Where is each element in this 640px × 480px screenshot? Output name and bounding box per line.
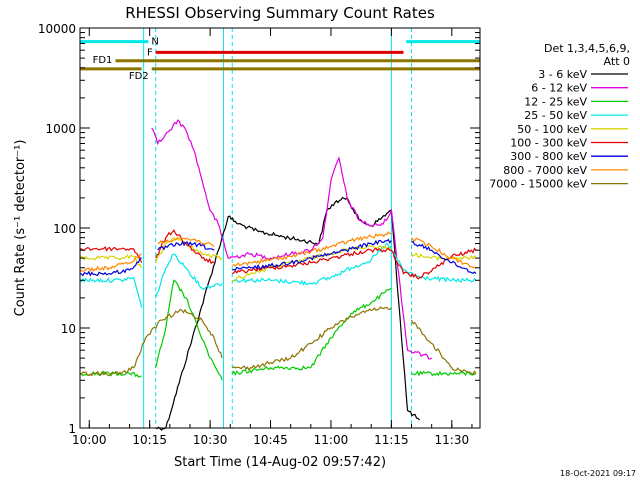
series-line-2 <box>79 279 477 381</box>
x-axis-label: Start Time (14-Aug-02 09:57:42) <box>174 455 386 470</box>
footer-date: 18-Oct-2021 09:17 <box>560 469 636 478</box>
legend-label-3: 25 - 50 keV <box>524 109 587 122</box>
series-line-3 <box>79 242 477 308</box>
y-tick-label-3: 1000 <box>45 122 76 136</box>
y-axis-label: Count Rate (s⁻¹ detector⁻¹) <box>13 140 28 317</box>
chart-title: RHESSI Observing Summary Count Rates <box>125 4 435 22</box>
x-tick-label-1: 10:15 <box>132 433 167 447</box>
y-tick-label-4: 10000 <box>38 22 76 36</box>
y-axis-ticks: 1 10 100 1000 10000 <box>38 22 480 436</box>
series-line-0 <box>155 196 421 431</box>
x-axis-ticks: 10:00 10:15 10:30 10:45 11:00 11:15 11:30 <box>72 28 473 447</box>
y-tick-label-1: 10 <box>61 322 76 336</box>
x-tick-label-2: 10:30 <box>193 433 228 447</box>
series-line-1 <box>151 119 432 360</box>
plot-area <box>79 28 477 431</box>
flag-label-3: FD2 <box>129 71 149 82</box>
x-tick-label-4: 11:00 <box>314 433 349 447</box>
legend-label-4: 50 - 100 keV <box>517 123 587 136</box>
x-tick-label-5: 11:15 <box>374 433 409 447</box>
series-line-8 <box>79 306 477 377</box>
flag-label-1: F <box>147 47 153 58</box>
x-tick-label-3: 10:45 <box>253 433 288 447</box>
x-tick-label-6: 11:30 <box>435 433 470 447</box>
legend-label-8: 7000 - 15000 keV <box>489 178 587 191</box>
x-tick-label-0: 10:00 <box>72 433 107 447</box>
flag-label-2: FD1 <box>93 55 113 66</box>
flag-label-0: N <box>151 37 158 48</box>
legend-label-1: 6 - 12 keV <box>531 82 587 95</box>
series-line-7 <box>79 231 477 273</box>
series-line-6 <box>79 238 477 277</box>
legend-label-0: 3 - 6 keV <box>538 68 587 81</box>
y-tick-label-2: 100 <box>53 222 76 236</box>
legend-header-line-2: Att 0 <box>604 55 630 68</box>
y-tick-label-0: 1 <box>68 422 76 436</box>
legend-label-2: 12 - 25 keV <box>524 95 587 108</box>
legend-label-6: 300 - 800 keV <box>510 150 587 163</box>
legend-label-5: 100 - 300 keV <box>510 137 587 150</box>
legend-label-7: 800 - 7000 keV <box>503 164 587 177</box>
legend-header-line-1: Det 1,3,4,5,6,9, <box>544 42 630 55</box>
flag-bars: NF FD1 FD2 <box>80 37 480 82</box>
